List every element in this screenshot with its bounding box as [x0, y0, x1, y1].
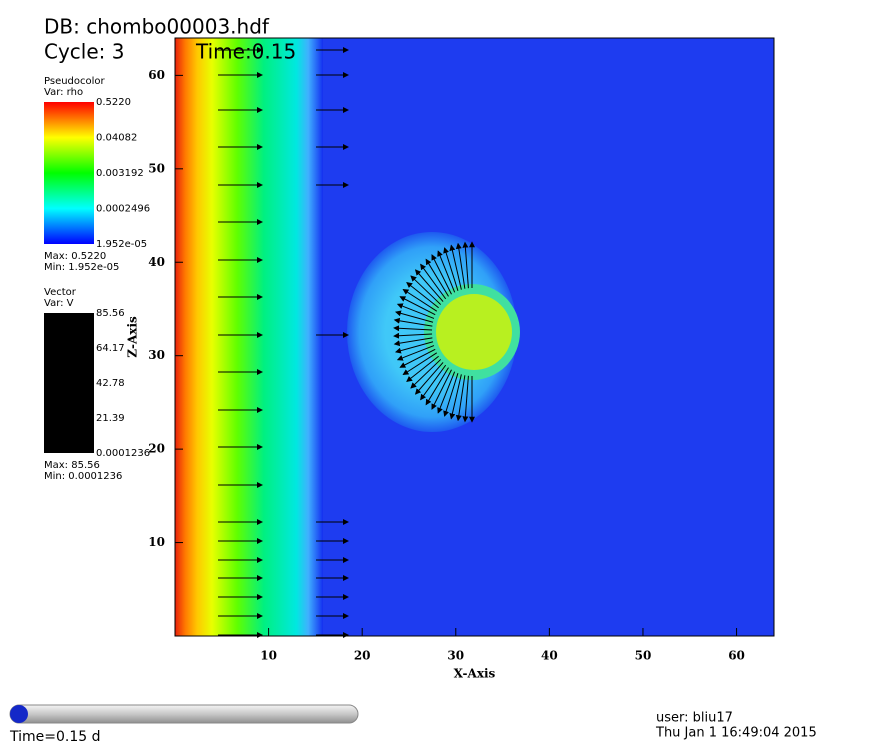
legend-label: 0.0001236 [96, 448, 150, 459]
y-tick-label: 50 [148, 161, 165, 175]
legend-label: 0.04082 [96, 133, 137, 144]
time-label: Time:0.15 [195, 40, 296, 64]
slider-knob[interactable] [10, 705, 28, 723]
arrow [393, 325, 433, 332]
x-tick-label: 10 [260, 649, 277, 663]
arrow [425, 258, 449, 297]
y-tick-label: 40 [148, 255, 165, 269]
arrow [402, 352, 438, 376]
arrow [449, 244, 462, 290]
arrow [402, 288, 438, 312]
vector-arrows [218, 47, 475, 638]
legend-var: Var: rho [44, 87, 83, 98]
x-tick-label: 30 [447, 649, 464, 663]
cloud-core [436, 294, 512, 370]
arrow [414, 269, 444, 302]
arrow [425, 367, 449, 406]
arrow [396, 345, 435, 361]
legend-title: Pseudocolor [44, 76, 106, 87]
x-axis-label: X-Axis [454, 667, 496, 681]
arrow [431, 369, 452, 410]
legend-max: Max: 0.5220 [44, 251, 106, 262]
legend-label: 85.56 [96, 308, 125, 319]
plot-area [174, 37, 775, 638]
arrow [437, 371, 456, 414]
arrow [393, 317, 433, 327]
y-axis-label: Z-Axis [126, 316, 140, 358]
arrow [443, 373, 459, 417]
arrow [455, 242, 466, 289]
arrow [406, 281, 439, 309]
arrow [462, 241, 469, 289]
plot-border [174, 37, 775, 637]
legend-var: Var: V [44, 298, 74, 309]
y-tick-label: 20 [148, 442, 165, 456]
arrow [437, 250, 456, 293]
arrow [399, 296, 436, 316]
legend-label: 21.39 [96, 413, 125, 424]
arrow [420, 263, 447, 300]
x-tick-label: 40 [541, 649, 558, 663]
arrow [449, 374, 462, 420]
arrow [393, 337, 433, 347]
arrow [414, 362, 444, 395]
legend-label: 1.952e-05 [96, 239, 147, 250]
arrow [455, 375, 466, 422]
arrow [394, 341, 434, 354]
legend-label: 64.17 [96, 343, 125, 354]
legend-label: 0.003192 [96, 168, 144, 179]
date-label: Thu Jan 1 16:49:04 2015 [655, 726, 817, 741]
y-tick-label: 30 [148, 348, 165, 362]
legend-label: 42.78 [96, 378, 125, 389]
user-label: user: bliu17 [656, 711, 733, 726]
arrow [462, 375, 469, 423]
vector-bar [44, 313, 94, 453]
arrow [396, 303, 435, 319]
time-slider[interactable] [9, 704, 359, 724]
y-tick-label: 10 [148, 535, 165, 549]
arrow [394, 310, 434, 323]
arrow [420, 364, 447, 401]
x-tick-label: 50 [635, 649, 652, 663]
cycle-label: Cycle: 3 [44, 40, 124, 64]
x-tick-label: 20 [354, 649, 371, 663]
legend-min: Min: 1.952e-05 [44, 262, 119, 273]
arrow [443, 247, 459, 291]
arrow [410, 275, 442, 305]
shock-front [175, 38, 323, 636]
arrow [431, 254, 452, 295]
legend-max: Max: 85.56 [44, 460, 100, 471]
y-tick-label: 60 [148, 68, 165, 82]
legend-label: 0.5220 [96, 97, 131, 108]
arrow [393, 332, 433, 339]
arrow [410, 359, 442, 389]
arrow [406, 355, 439, 383]
colorbar [44, 102, 94, 244]
x-tick-label: 60 [728, 649, 745, 663]
legend-title: Vector [44, 287, 77, 298]
legend-label: 0.0002496 [96, 204, 150, 215]
legend-min: Min: 0.0001236 [44, 471, 122, 482]
db-label: DB: chombo00003.hdf [44, 15, 270, 39]
arrow [399, 348, 436, 368]
time-slider-label: Time=0.15 d [9, 729, 101, 745]
